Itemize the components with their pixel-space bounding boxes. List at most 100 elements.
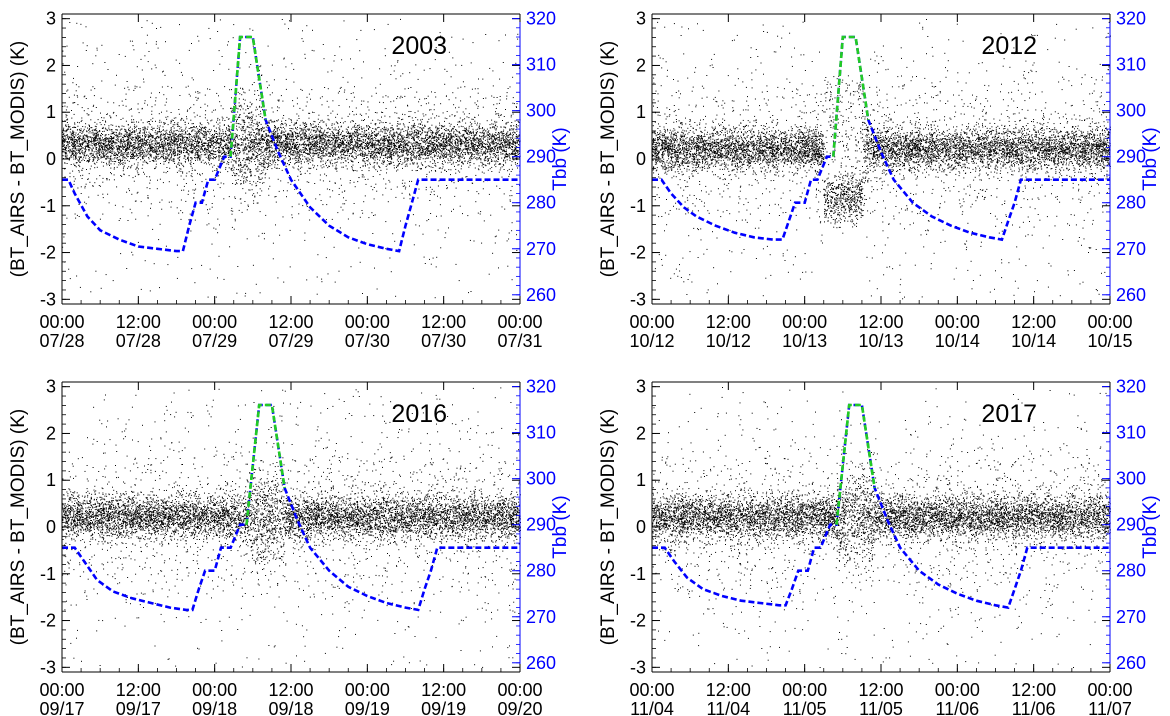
scatter-point xyxy=(495,151,497,153)
scatter-point xyxy=(193,126,195,127)
scatter-point xyxy=(290,148,292,150)
scatter-point xyxy=(450,169,452,171)
scatter-point xyxy=(374,139,376,141)
scatter-point xyxy=(152,129,154,131)
scatter-point xyxy=(181,151,183,153)
scatter-point xyxy=(184,144,186,146)
scatter-point xyxy=(218,132,220,134)
scatter-point xyxy=(472,143,474,145)
scatter-point xyxy=(104,156,105,158)
scatter-point xyxy=(204,94,206,96)
scatter-point xyxy=(355,150,356,151)
scatter-point xyxy=(65,125,67,127)
scatter-point xyxy=(454,146,456,148)
scatter-point xyxy=(316,127,318,129)
scatter-point xyxy=(71,144,73,146)
scatter-point xyxy=(143,154,145,156)
scatter-point xyxy=(300,137,302,138)
scatter-point xyxy=(488,130,490,132)
scatter-point xyxy=(360,103,362,105)
scatter-point xyxy=(511,143,513,145)
scatter-point xyxy=(131,138,133,140)
scatter-point xyxy=(146,148,148,150)
scatter-point xyxy=(328,136,330,138)
scatter-point xyxy=(358,162,359,163)
scatter-point xyxy=(424,161,426,163)
scatter-point xyxy=(312,155,314,157)
scatter-point xyxy=(255,156,257,157)
scatter-point xyxy=(195,91,197,93)
scatter-point xyxy=(323,121,325,123)
scatter-point xyxy=(288,149,290,150)
scatter-point xyxy=(80,148,82,150)
scatter-point xyxy=(324,129,326,131)
scatter-point xyxy=(99,151,100,153)
scatter-point xyxy=(268,194,270,196)
scatter-point xyxy=(514,162,516,164)
scatter-point xyxy=(134,200,136,202)
scatter-point xyxy=(433,156,435,158)
scatter-point xyxy=(186,172,188,174)
scatter-point xyxy=(165,138,167,140)
scatter-point xyxy=(480,150,482,152)
scatter-point xyxy=(437,147,439,149)
scatter-point xyxy=(462,163,464,165)
scatter-point xyxy=(248,143,250,145)
scatter-point xyxy=(308,141,310,143)
scatter-point xyxy=(382,145,384,147)
scatter-point xyxy=(227,130,229,131)
scatter-point xyxy=(227,138,229,140)
scatter-point xyxy=(70,134,72,136)
scatter-point xyxy=(236,183,238,185)
scatter-point xyxy=(63,236,65,238)
scatter-point xyxy=(334,143,335,145)
scatter-point xyxy=(364,153,366,155)
scatter-point xyxy=(493,154,495,156)
scatter-point xyxy=(280,136,282,138)
scatter-point xyxy=(313,144,315,146)
scatter-point xyxy=(487,158,489,160)
scatter-point xyxy=(130,133,132,135)
scatter-point xyxy=(190,138,192,140)
scatter-point xyxy=(127,86,129,88)
scatter-point xyxy=(138,136,140,138)
scatter-point xyxy=(449,138,451,140)
scatter-point xyxy=(277,178,279,180)
scatter-point xyxy=(471,88,473,90)
scatter-point xyxy=(485,130,487,132)
scatter-point xyxy=(131,133,133,135)
scatter-point xyxy=(132,254,134,256)
scatter-point xyxy=(193,135,195,137)
scatter-point xyxy=(102,145,104,147)
scatter-point xyxy=(142,139,143,141)
scatter-point xyxy=(262,126,263,128)
scatter-point xyxy=(426,142,428,144)
scatter-point xyxy=(381,155,383,157)
scatter-point xyxy=(516,142,518,144)
scatter-point xyxy=(190,127,192,129)
scatter-point xyxy=(415,134,417,136)
scatter-point xyxy=(354,170,356,171)
scatter-point xyxy=(147,126,149,128)
scatter-point xyxy=(357,129,359,131)
scatter-point xyxy=(257,139,259,141)
scatter-point xyxy=(296,155,298,157)
scatter-point xyxy=(299,188,301,190)
scatter-point xyxy=(247,157,249,159)
scatter-point xyxy=(94,182,96,184)
scatter-point xyxy=(234,183,236,185)
scatter-point xyxy=(288,143,290,145)
scatter-point xyxy=(191,143,193,145)
scatter-point xyxy=(269,154,271,156)
scatter-point xyxy=(446,145,448,147)
scatter-point xyxy=(371,212,373,214)
scatter-point xyxy=(356,39,358,41)
scatter-point xyxy=(506,122,508,124)
scatter-point xyxy=(389,181,391,183)
scatter-point xyxy=(483,143,485,145)
scatter-point xyxy=(141,141,143,143)
scatter-point xyxy=(379,145,381,147)
scatter-point xyxy=(451,136,453,137)
scatter-point xyxy=(205,161,207,163)
